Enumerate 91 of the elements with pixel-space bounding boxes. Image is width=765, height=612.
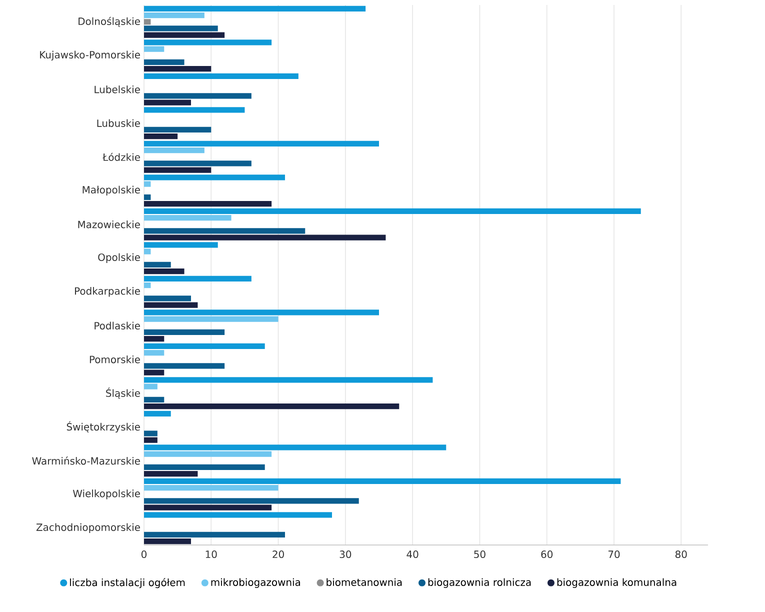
y-tick-label: Opolskie [98,253,140,263]
bar [144,181,151,187]
bar [144,478,621,484]
y-tick-label: Łódzkie [102,152,140,161]
y-tick-label: Lubelskie [94,86,140,94]
bar [144,538,191,544]
bar [144,384,158,390]
bar [144,174,285,180]
bar [144,276,252,282]
bar [144,336,164,342]
x-tick-label: 70 [608,550,620,558]
bar [144,370,164,376]
bar [144,504,272,510]
bar [144,93,252,99]
y-tick-label: Małopolskie [82,186,140,196]
y-tick-label: Dolnośląskie [78,16,140,27]
bar [144,484,278,491]
bar [144,248,151,254]
bar [144,167,212,173]
x-tick-label: 60 [541,550,553,558]
bar [144,296,191,302]
bar [144,208,641,214]
x-tick-label: 0 [141,550,147,558]
bar [144,444,446,450]
bar [144,404,400,410]
bar [144,59,184,66]
x-tick-label: 30 [340,550,352,558]
bar [144,316,278,322]
bar [144,214,232,221]
bar [144,234,386,240]
bar [144,262,171,268]
x-tick-label: 40 [406,550,418,558]
legend-label: liczba instalacji ogółem [70,578,185,588]
bar [144,532,285,538]
bar [144,126,212,133]
bar [144,40,272,46]
bar [144,410,171,416]
y-tick-label: Kujawsko-Pomorskie [40,50,140,60]
bar [144,329,225,336]
bar [144,107,245,113]
bar [144,464,265,470]
bar [144,160,252,166]
bar [144,147,204,154]
bar [144,6,366,12]
y-tick-label: Wielkopolskie [72,490,140,500]
bar [144,100,191,106]
bar [144,498,359,504]
bar [144,201,272,207]
bar [144,343,265,349]
y-tick-label: Świętokrzyskie [66,421,140,433]
y-tick-label: Podlaskie [94,322,140,330]
legend-label: biogazownia rolnicza [428,578,531,588]
y-tick-label: Zachodniopomorskie [36,523,140,533]
bar [144,396,164,403]
y-tick-label: Lubuskie [97,119,140,127]
bar [144,46,164,52]
bar [144,228,306,234]
legend-label: biogazownia komunalna [557,578,676,588]
x-tick-label: 10 [206,550,217,558]
bar [144,430,158,436]
bar [144,302,198,308]
bar [144,26,218,32]
bar [144,437,158,443]
bar [144,350,164,356]
bar [144,194,151,200]
bar [144,282,151,288]
bar [144,66,212,72]
bar [144,377,433,383]
y-tick-label: Warmińsko-Mazurskie [32,456,140,465]
x-tick-label: 80 [675,550,687,558]
bar [144,363,225,369]
bar [144,242,218,248]
bar [144,512,332,518]
bar [144,19,151,25]
bar [144,73,298,79]
legend-label: biometanownia [326,578,402,586]
y-tick-label: Śląskie [106,388,140,399]
bar [144,134,178,140]
bar [144,451,272,457]
bar [144,32,225,38]
y-tick-label: Podkarpackie [75,287,140,297]
bar [144,310,379,316]
bar [144,268,184,274]
y-tick-label: Pomorskie [90,356,140,364]
bar [144,12,204,18]
x-tick-label: 20 [272,550,284,558]
legend-label: mikrobiogazownia [211,578,300,588]
x-tick-label: 50 [474,550,486,558]
y-tick-label: Mazowieckie [78,220,140,228]
bar [144,471,198,477]
bar [144,140,379,146]
